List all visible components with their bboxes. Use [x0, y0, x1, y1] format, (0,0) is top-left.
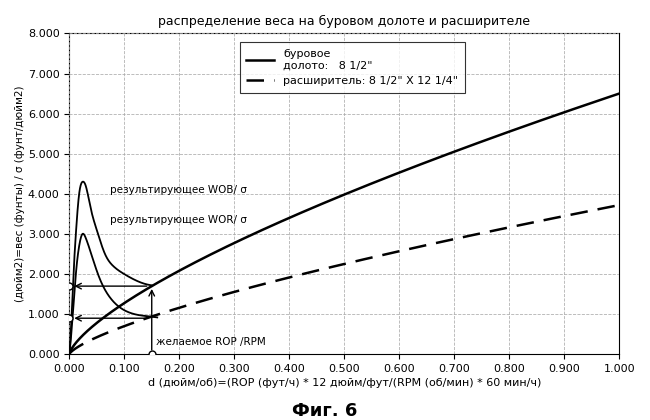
- X-axis label: d (дюйм/об)=(ROP (фут/ч) * 12 дюйм/фут/(RPM (об/мин) * 60 мин/ч): d (дюйм/об)=(ROP (фут/ч) * 12 дюйм/фут/(…: [148, 378, 541, 388]
- Text: желаемое ROP /RPM: желаемое ROP /RPM: [156, 337, 266, 347]
- Text: результирующее WOB/ σ: результирующее WOB/ σ: [111, 185, 248, 195]
- Text: Фиг. 6: Фиг. 6: [292, 402, 358, 420]
- Y-axis label: (дюйм2)=вес (фунты) / σ (фунт/дюйм2): (дюйм2)=вес (фунты) / σ (фунт/дюйм2): [15, 86, 25, 302]
- Legend: буровое
долото:   8 1/2", расширитель: 8 1/2" X 12 1/4": буровое долото: 8 1/2", расширитель: 8 1…: [240, 42, 465, 93]
- Text: результирующее WOR/ σ: результирующее WOR/ σ: [111, 215, 248, 225]
- Title: распределение веса на буровом долоте и расширителе: распределение веса на буровом долоте и р…: [158, 15, 530, 28]
